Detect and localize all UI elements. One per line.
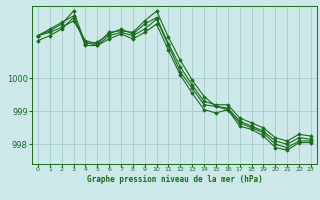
X-axis label: Graphe pression niveau de la mer (hPa): Graphe pression niveau de la mer (hPa): [86, 175, 262, 184]
